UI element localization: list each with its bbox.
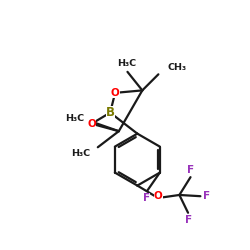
Text: F: F <box>143 193 150 203</box>
Text: F: F <box>187 165 194 175</box>
Text: B: B <box>106 106 115 119</box>
Text: H₃C: H₃C <box>65 114 84 123</box>
Text: O: O <box>87 119 96 129</box>
Text: F: F <box>203 191 210 201</box>
Text: F: F <box>185 215 192 225</box>
Text: O: O <box>154 191 163 201</box>
Text: H₃C: H₃C <box>117 60 136 68</box>
Text: H₃C: H₃C <box>71 149 90 158</box>
Text: CH₃: CH₃ <box>167 63 186 72</box>
Text: O: O <box>111 88 120 98</box>
